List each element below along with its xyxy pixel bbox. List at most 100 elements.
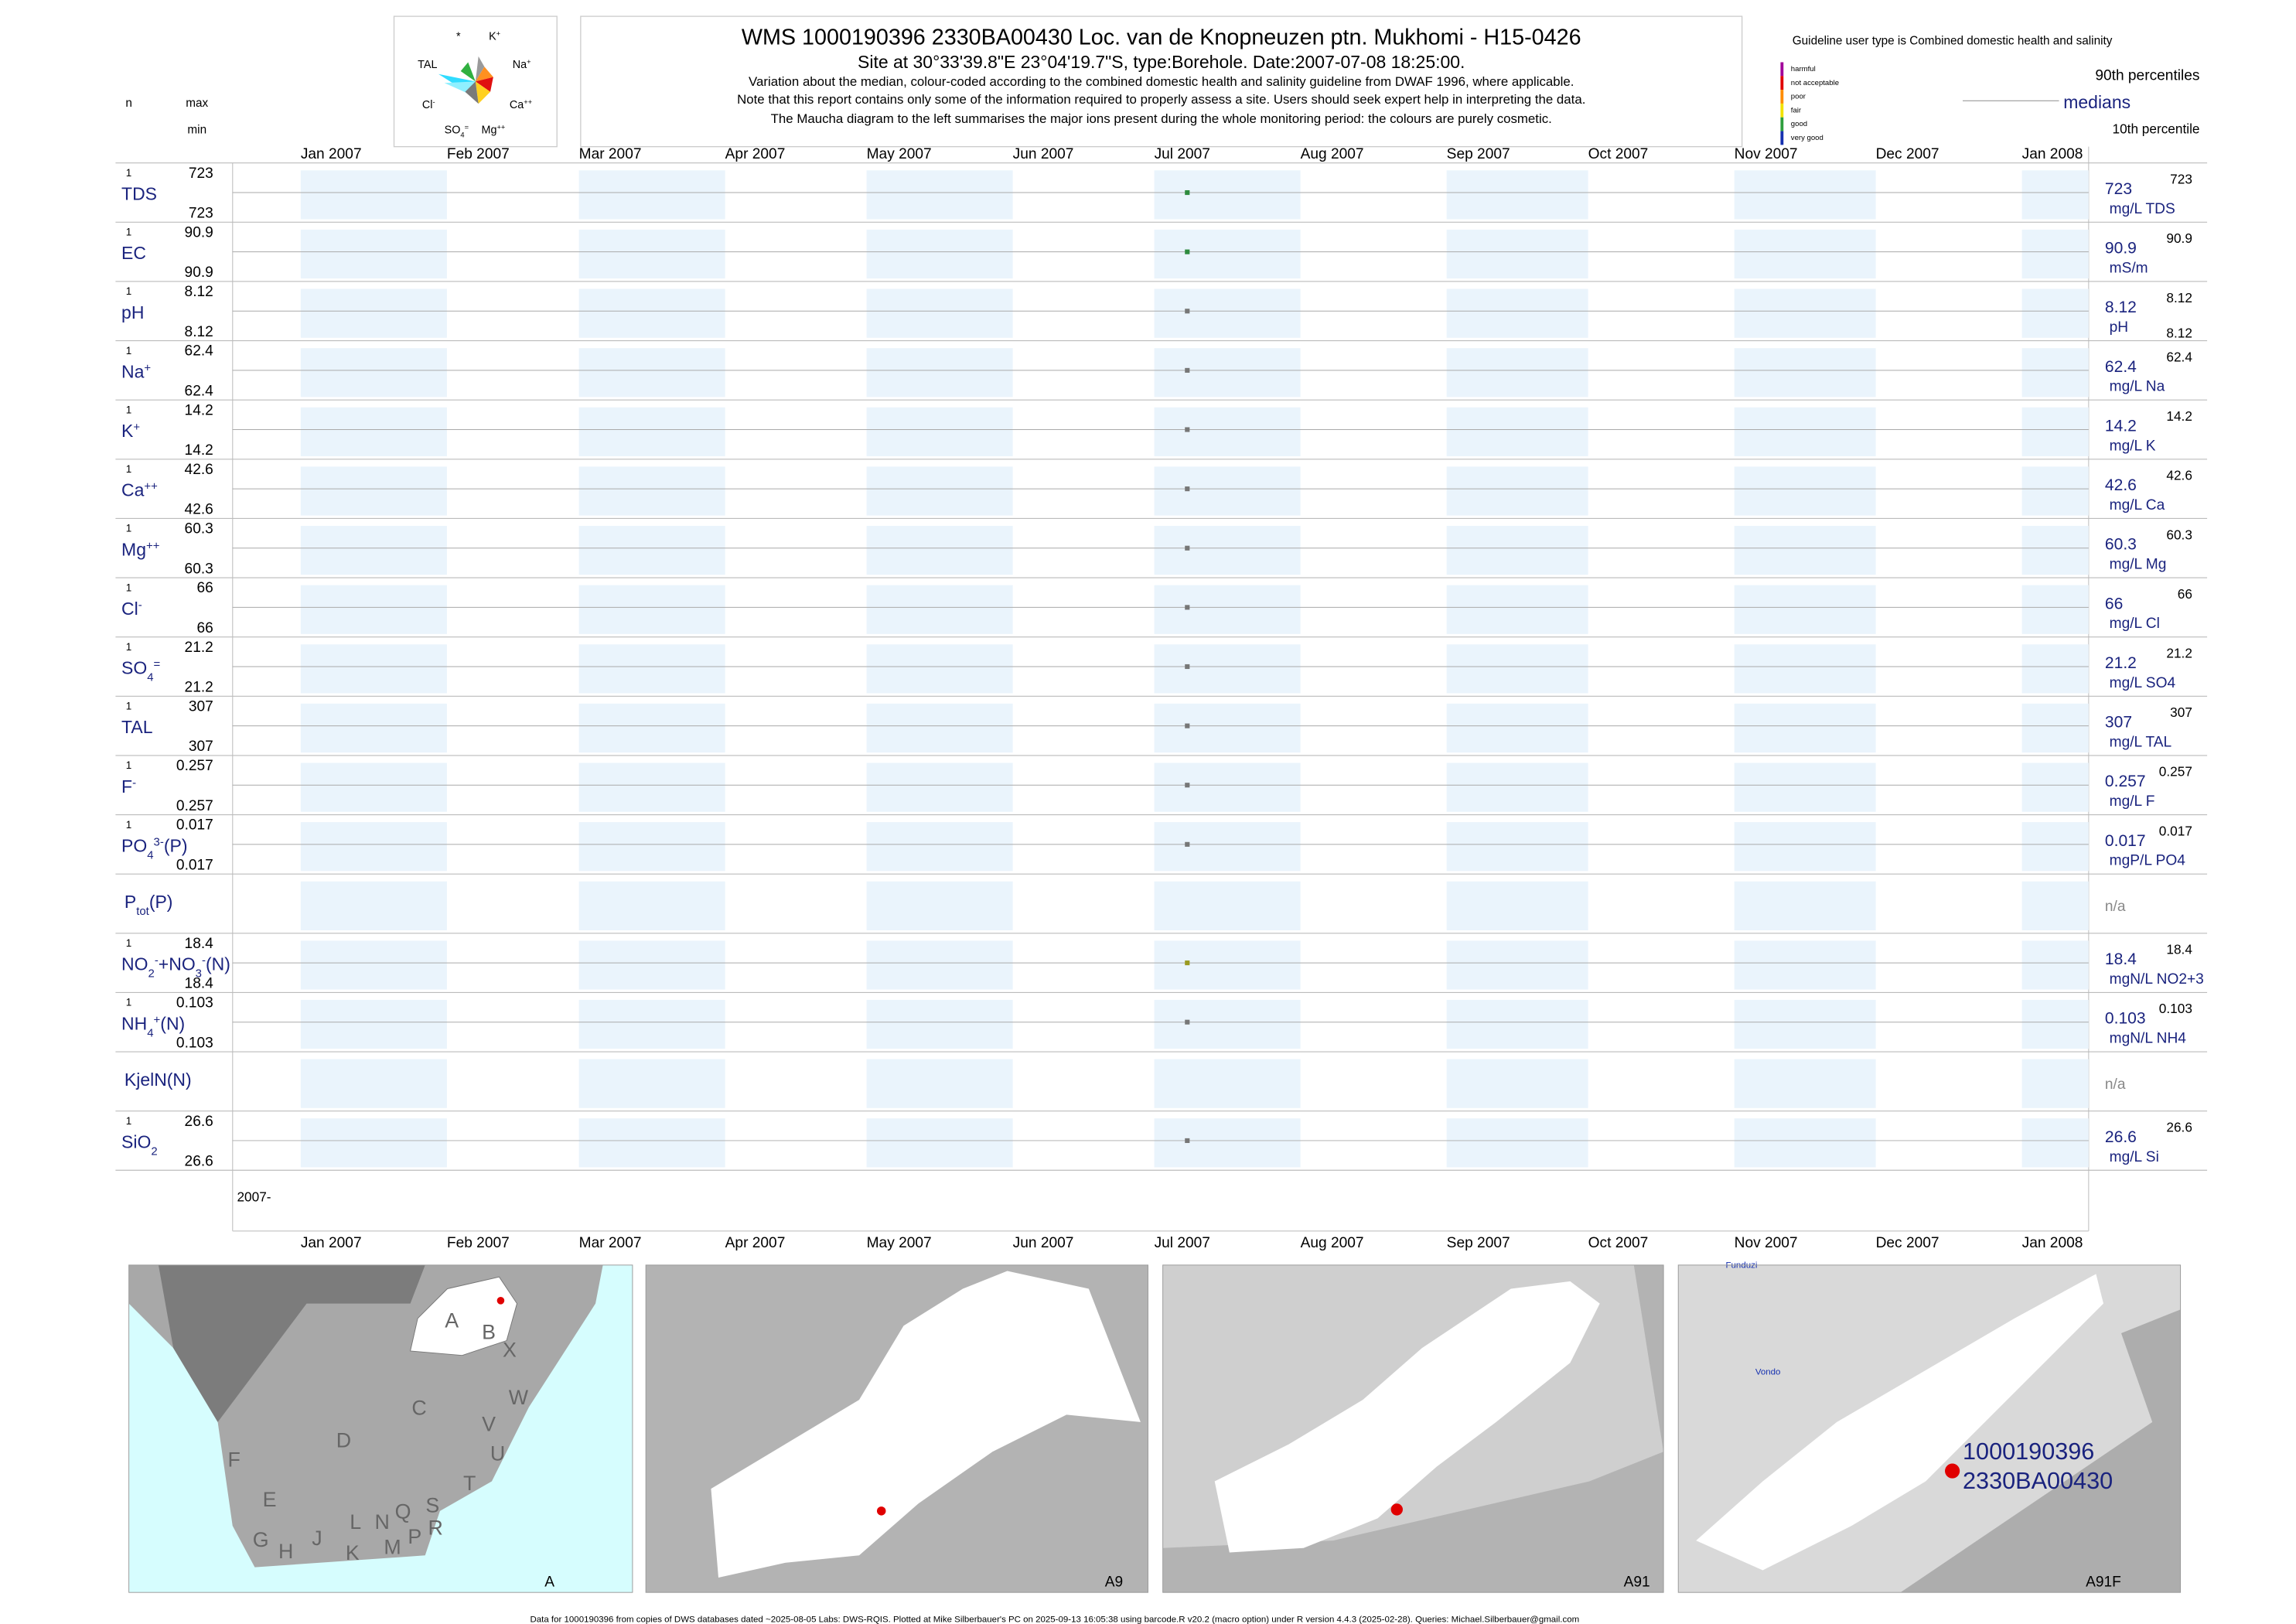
map-frame xyxy=(128,1264,633,1593)
sample-point xyxy=(1185,1019,1190,1025)
unit: mg/L F xyxy=(2110,793,2155,810)
legend-lower: 10th percentile xyxy=(2113,121,2200,136)
text-part: + xyxy=(496,30,500,38)
month-band xyxy=(578,1118,725,1168)
month-band xyxy=(1154,644,1301,694)
maucha-sector xyxy=(475,56,485,82)
text-part: +NO xyxy=(159,954,196,974)
text-part: (P) xyxy=(164,835,188,855)
month-band xyxy=(1734,288,1876,338)
text-part: (N) xyxy=(206,954,230,974)
month-band xyxy=(300,940,447,990)
text-part: SO xyxy=(445,124,461,136)
text-part: F xyxy=(121,776,132,797)
median-value: 8.12 xyxy=(2105,299,2137,316)
sample-point xyxy=(1185,249,1190,254)
max-value: 90.9 xyxy=(185,225,213,241)
maucha-sector xyxy=(460,62,476,82)
parameter-name: Ca++ xyxy=(121,479,158,500)
unit: mg/L Mg xyxy=(2110,557,2167,573)
text-part: TAL xyxy=(418,59,437,71)
text-part: tot xyxy=(136,905,149,918)
parameter-name: PO43-(P) xyxy=(121,835,187,861)
n-value: 1 xyxy=(126,404,131,415)
unit: mS/m xyxy=(2110,260,2148,276)
guideline-label: harmful xyxy=(1791,65,1816,73)
max-value: 8.12 xyxy=(185,284,213,300)
text-part: = xyxy=(465,123,469,131)
text-part: 2 xyxy=(148,967,155,980)
month-band xyxy=(2021,466,2089,516)
month-band xyxy=(578,407,725,456)
legend-median: medians xyxy=(2063,92,2131,112)
median-value: 66 xyxy=(2105,595,2123,612)
right-max: 90.9 xyxy=(2166,230,2192,246)
maucha-sector xyxy=(475,81,491,104)
sample-point xyxy=(1185,605,1190,610)
right-min: 8.12 xyxy=(2166,326,2192,341)
unit: mg/L Cl xyxy=(2110,616,2160,632)
median-value: 62.4 xyxy=(2105,358,2137,376)
text-part: Na xyxy=(121,361,145,381)
month-band xyxy=(1154,170,1301,220)
unit: mg/L TDS xyxy=(2110,201,2175,217)
text-part: 4 xyxy=(460,131,464,138)
month-band xyxy=(1446,526,1588,575)
month-band xyxy=(866,526,1013,575)
place-label: Vondo xyxy=(1755,1368,1781,1377)
month-band xyxy=(1734,999,1876,1049)
parameter-name: KjelN(N) xyxy=(125,1070,192,1090)
month-band xyxy=(1734,585,1876,634)
month-band xyxy=(1446,999,1588,1049)
month-band xyxy=(1734,1118,1876,1168)
region-label: S xyxy=(425,1494,439,1517)
text-part: Mg xyxy=(482,124,497,136)
month-label: Feb 2007 xyxy=(447,146,510,162)
unit: mg/L Na xyxy=(2110,379,2165,395)
max-value: 307 xyxy=(189,698,213,715)
right-max: 62.4 xyxy=(2166,349,2192,364)
month-band xyxy=(300,585,447,634)
text-part: 4 xyxy=(147,1026,153,1039)
month-band xyxy=(1734,407,1876,456)
parameter-name: Mg++ xyxy=(121,539,159,560)
guideline-swatch xyxy=(1780,103,1784,118)
month-band xyxy=(578,822,725,872)
map-frame xyxy=(1677,1264,2182,1593)
month-band xyxy=(300,1059,447,1108)
n-value: 1 xyxy=(126,997,131,1008)
min-value: 0.017 xyxy=(176,857,213,873)
month-band xyxy=(1446,940,1588,990)
region-label: H xyxy=(278,1540,293,1563)
n-value: 1 xyxy=(126,937,131,949)
parameter-name: Cl- xyxy=(121,598,142,619)
region-label: C xyxy=(411,1396,426,1419)
month-label: Sep 2007 xyxy=(1447,146,1510,162)
month-band xyxy=(578,999,725,1049)
month-band xyxy=(1446,585,1588,634)
median-value: 14.2 xyxy=(2105,417,2137,435)
parameter-name: K+ xyxy=(121,421,140,442)
site-label: 2330BA00430 xyxy=(1963,1468,2113,1494)
note: Note that this report contains only some… xyxy=(737,92,1585,107)
min-value: 42.6 xyxy=(185,502,213,518)
region-label: G xyxy=(253,1528,269,1551)
map-frame xyxy=(645,1264,1148,1593)
note: Variation about the median, colour-coded… xyxy=(749,74,1574,89)
month-band xyxy=(300,407,447,456)
max-value: 42.6 xyxy=(185,462,213,478)
month-band xyxy=(1154,526,1301,575)
text-part: K xyxy=(489,31,496,43)
month-label: Nov 2007 xyxy=(1735,1235,1798,1251)
month-label: Jan 2007 xyxy=(301,146,362,162)
text-part: 3- xyxy=(154,835,164,848)
month-label: Mar 2007 xyxy=(579,146,642,162)
text-part: - xyxy=(202,954,206,967)
max-value: 60.3 xyxy=(185,521,213,537)
map-caption: A91 xyxy=(1624,1575,1650,1591)
year-label: 2007- xyxy=(237,1189,271,1204)
parameter-name: Na+ xyxy=(121,361,151,382)
site-dot xyxy=(496,1297,505,1305)
month-band xyxy=(300,1118,447,1168)
